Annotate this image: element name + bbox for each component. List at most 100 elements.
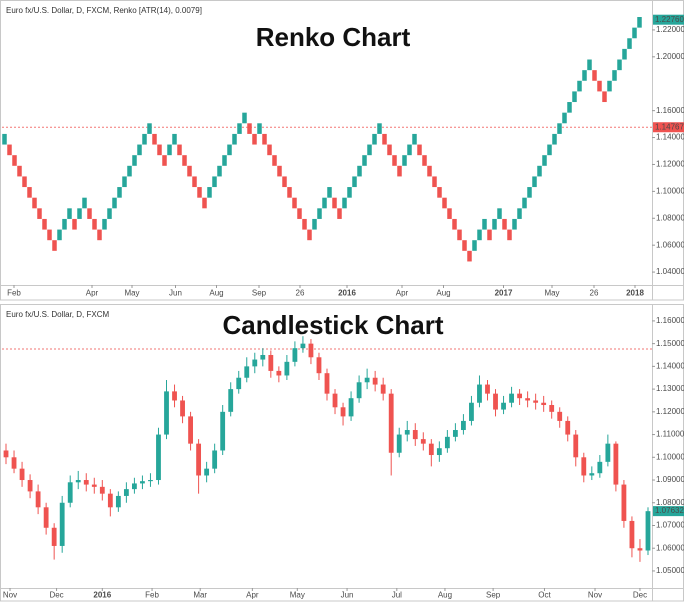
renko-brick bbox=[397, 165, 402, 177]
renko-brick bbox=[102, 218, 107, 230]
renko-brick bbox=[422, 155, 427, 166]
renko-brick bbox=[342, 197, 347, 209]
x-tick-label: Mar bbox=[193, 591, 207, 600]
candle-body bbox=[115, 495, 121, 508]
renko-brick bbox=[487, 229, 492, 241]
candle-body bbox=[444, 436, 450, 449]
renko-brick bbox=[167, 144, 172, 156]
candle-body bbox=[645, 511, 651, 551]
candle-body bbox=[276, 370, 282, 376]
candle-body bbox=[541, 402, 547, 406]
candle-body bbox=[589, 473, 595, 476]
candle-body bbox=[469, 402, 474, 421]
candle-body bbox=[485, 384, 490, 394]
renko-brick bbox=[432, 176, 437, 188]
renko-brick bbox=[62, 218, 67, 230]
candle-body bbox=[597, 461, 603, 474]
x-tick-label: Jun bbox=[341, 591, 354, 600]
y-tick-label: 1.22000 bbox=[656, 25, 684, 34]
candle-body bbox=[59, 502, 65, 546]
candle-body bbox=[621, 484, 627, 521]
renko-brick bbox=[392, 155, 397, 166]
renko-brick bbox=[507, 229, 512, 241]
x-tick-label: Feb bbox=[145, 591, 159, 600]
candle-body bbox=[123, 489, 129, 496]
y-tick-label: 1.12000 bbox=[656, 160, 684, 169]
x-tick-label: Apr bbox=[396, 289, 409, 298]
renko-brick bbox=[22, 176, 27, 188]
renko-brick bbox=[572, 91, 577, 103]
candle-body bbox=[380, 384, 386, 394]
renko-brick bbox=[547, 144, 552, 156]
candle-body bbox=[284, 361, 290, 376]
renko-brick bbox=[382, 133, 387, 145]
candle-body bbox=[452, 430, 458, 437]
candle-body bbox=[196, 443, 202, 476]
renko-brick bbox=[602, 91, 607, 103]
renko-brick bbox=[497, 208, 502, 219]
renko-brick bbox=[37, 208, 42, 219]
renko-brick bbox=[527, 187, 532, 198]
candle-body bbox=[412, 430, 418, 440]
renko-brick bbox=[172, 133, 177, 145]
renko-brick bbox=[322, 197, 327, 209]
x-tick-label: Aug bbox=[209, 289, 223, 298]
renko-brick bbox=[447, 208, 452, 219]
candle-body bbox=[99, 486, 105, 494]
y-tick-label: 1.07000 bbox=[656, 521, 684, 530]
renko-brick bbox=[592, 70, 597, 81]
renko-brick bbox=[582, 70, 587, 81]
x-tick-label: Jul bbox=[392, 591, 402, 600]
y-tick-label: 1.16000 bbox=[656, 106, 684, 115]
renko-brick bbox=[337, 208, 342, 219]
renko-brick bbox=[27, 187, 32, 198]
renko-brick bbox=[82, 197, 87, 209]
candle-body bbox=[19, 468, 25, 481]
candle-body bbox=[27, 480, 33, 492]
renko-brick bbox=[632, 27, 637, 39]
candle-body bbox=[260, 355, 266, 360]
candle-body bbox=[436, 448, 442, 456]
y-tick-label: 1.20000 bbox=[656, 52, 684, 61]
renko-brick bbox=[32, 197, 37, 209]
renko-brick bbox=[67, 208, 72, 219]
renko-brick bbox=[282, 176, 287, 188]
renko-brick bbox=[567, 102, 572, 113]
renko-brick bbox=[412, 133, 417, 145]
x-tick-label: 2016 bbox=[338, 289, 356, 298]
candle-body bbox=[637, 548, 643, 551]
price-badge bbox=[653, 14, 684, 25]
candle-body bbox=[132, 483, 137, 490]
candle-body bbox=[244, 366, 250, 378]
chart-title: Candlestick Chart bbox=[222, 310, 443, 340]
renko-brick bbox=[347, 187, 352, 198]
candle-body bbox=[461, 420, 466, 431]
x-tick-label: Sep bbox=[486, 591, 501, 600]
renko-brick bbox=[627, 38, 632, 49]
renko-brick bbox=[77, 208, 82, 219]
renko-brick bbox=[47, 229, 52, 241]
x-tick-label: Apr bbox=[246, 591, 259, 600]
renko-brick bbox=[532, 176, 537, 188]
renko-brick bbox=[12, 155, 17, 166]
renko-brick bbox=[302, 218, 307, 230]
candle-body bbox=[148, 480, 153, 482]
candle-body bbox=[292, 348, 298, 362]
y-tick-label: 1.14000 bbox=[656, 361, 684, 370]
renko-brick bbox=[177, 144, 182, 156]
renko-brick bbox=[232, 133, 237, 145]
renko-brick bbox=[117, 187, 122, 198]
renko-brick bbox=[387, 144, 392, 156]
symbol-label: Euro fx/U.S. Dollar, D, FXCM, Renko [ATR… bbox=[6, 6, 202, 15]
renko-brick bbox=[197, 187, 202, 198]
candle-body bbox=[549, 405, 555, 412]
candle-body bbox=[332, 393, 338, 408]
renko-brick bbox=[367, 144, 372, 156]
renko-brick bbox=[202, 197, 207, 209]
renko-brick bbox=[637, 17, 642, 28]
renko-brick bbox=[252, 133, 257, 145]
renko-brick bbox=[142, 133, 147, 145]
renko-brick bbox=[622, 48, 627, 60]
renko-brick bbox=[122, 176, 127, 188]
